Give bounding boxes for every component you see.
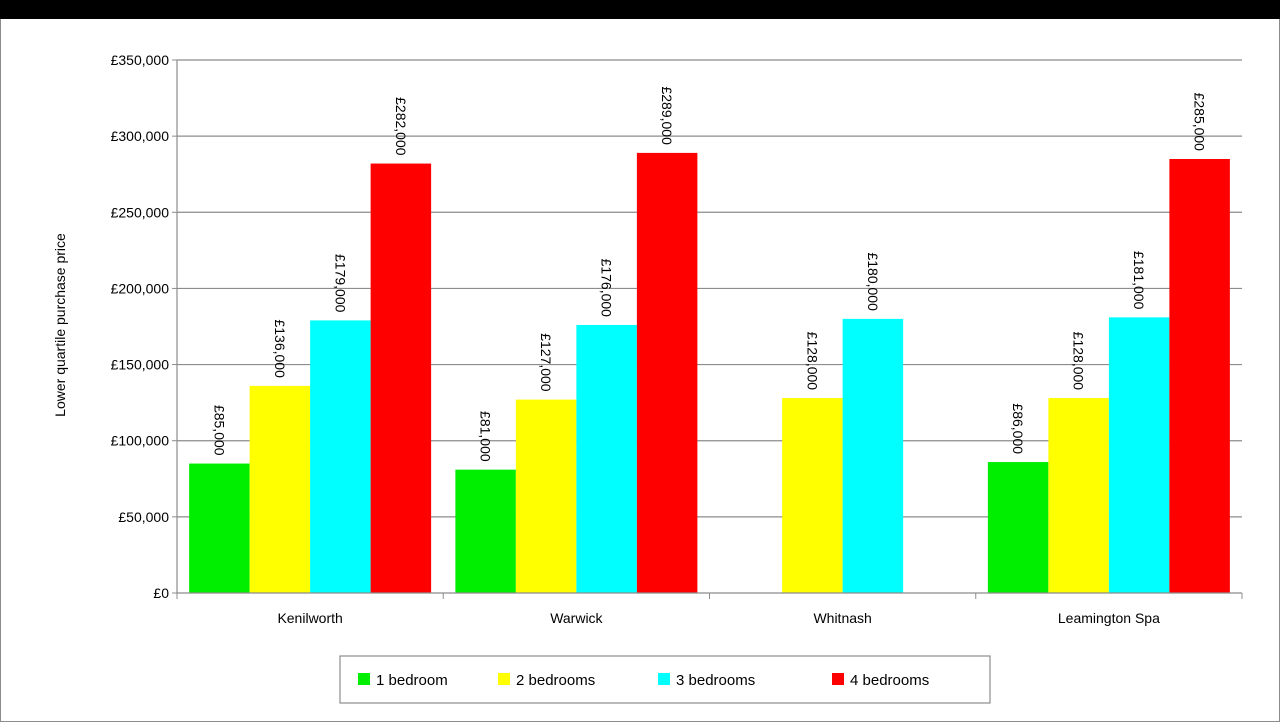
legend-entry: 4 bedrooms bbox=[850, 672, 929, 689]
bar bbox=[189, 463, 250, 593]
data-labels: £85,000 £136,000 £179,000 £282,000 £81,000 £1… bbox=[211, 86, 1207, 461]
y-tick-labels: £0 £50,000 £100,000 £150,000 £200,000 £250,00… bbox=[111, 52, 170, 601]
data-label: £289,000 bbox=[659, 86, 675, 145]
data-label: £180,000 bbox=[865, 252, 881, 311]
y-tick-label: £250,000 bbox=[111, 204, 170, 220]
bar bbox=[636, 152, 698, 593]
bar bbox=[310, 320, 371, 593]
top-bar bbox=[0, 0, 1280, 19]
bar bbox=[782, 398, 843, 593]
bar bbox=[576, 324, 637, 593]
y-tick-label: £350,000 bbox=[111, 52, 170, 68]
y-tick-label: £200,000 bbox=[111, 280, 170, 296]
bar bbox=[370, 163, 432, 593]
y-tick-label: £50,000 bbox=[118, 509, 169, 525]
bar bbox=[515, 399, 577, 593]
bar bbox=[249, 385, 311, 593]
data-label: £136,000 bbox=[272, 319, 288, 378]
data-label: £81,000 bbox=[478, 411, 494, 462]
x-tick-label: Kenilworth bbox=[277, 610, 342, 626]
axes bbox=[172, 59, 1243, 599]
data-label: £85,000 bbox=[211, 405, 227, 456]
y-axis-label: Lower quartile purchase price bbox=[52, 233, 68, 417]
legend-swatch bbox=[358, 673, 370, 685]
data-label: £128,000 bbox=[804, 332, 820, 391]
data-label: £179,000 bbox=[332, 254, 348, 313]
data-label: £128,000 bbox=[1071, 332, 1087, 391]
y-tick-label: £300,000 bbox=[111, 128, 170, 144]
legend-entry: 3 bedrooms bbox=[676, 672, 755, 689]
x-tick-label: Leamington Spa bbox=[1058, 610, 1160, 626]
x-tick-labels: Kenilworth Warwick Whitnash Leamington Spa bbox=[277, 610, 1160, 626]
y-tick-label: £0 bbox=[153, 585, 169, 601]
x-tick-label: Warwick bbox=[550, 610, 603, 626]
bar bbox=[1108, 317, 1170, 593]
bar bbox=[1048, 398, 1109, 593]
legend-entry: 2 bedrooms bbox=[516, 672, 595, 689]
legend: 1 bedroom 2 bedrooms 3 bedrooms 4 bedrooms bbox=[339, 655, 991, 704]
bar bbox=[455, 469, 516, 593]
bars bbox=[189, 152, 1230, 593]
legend-entry: 1 bedroom bbox=[376, 672, 448, 689]
y-tick-label: £100,000 bbox=[111, 433, 170, 449]
bar bbox=[987, 462, 1049, 593]
bar bbox=[842, 318, 904, 593]
bar bbox=[1169, 158, 1230, 593]
y-tick-label: £150,000 bbox=[111, 357, 170, 373]
data-label: £86,000 bbox=[1010, 403, 1026, 454]
data-label: £127,000 bbox=[538, 333, 554, 392]
legend-swatch bbox=[498, 673, 510, 685]
data-label: £181,000 bbox=[1131, 251, 1147, 310]
data-label: £285,000 bbox=[1192, 93, 1208, 152]
legend-swatch bbox=[832, 673, 844, 685]
data-label: £282,000 bbox=[393, 97, 409, 156]
legend-swatch bbox=[658, 673, 670, 685]
x-tick-label: Whitnash bbox=[813, 610, 871, 626]
data-label: £176,000 bbox=[599, 259, 615, 318]
